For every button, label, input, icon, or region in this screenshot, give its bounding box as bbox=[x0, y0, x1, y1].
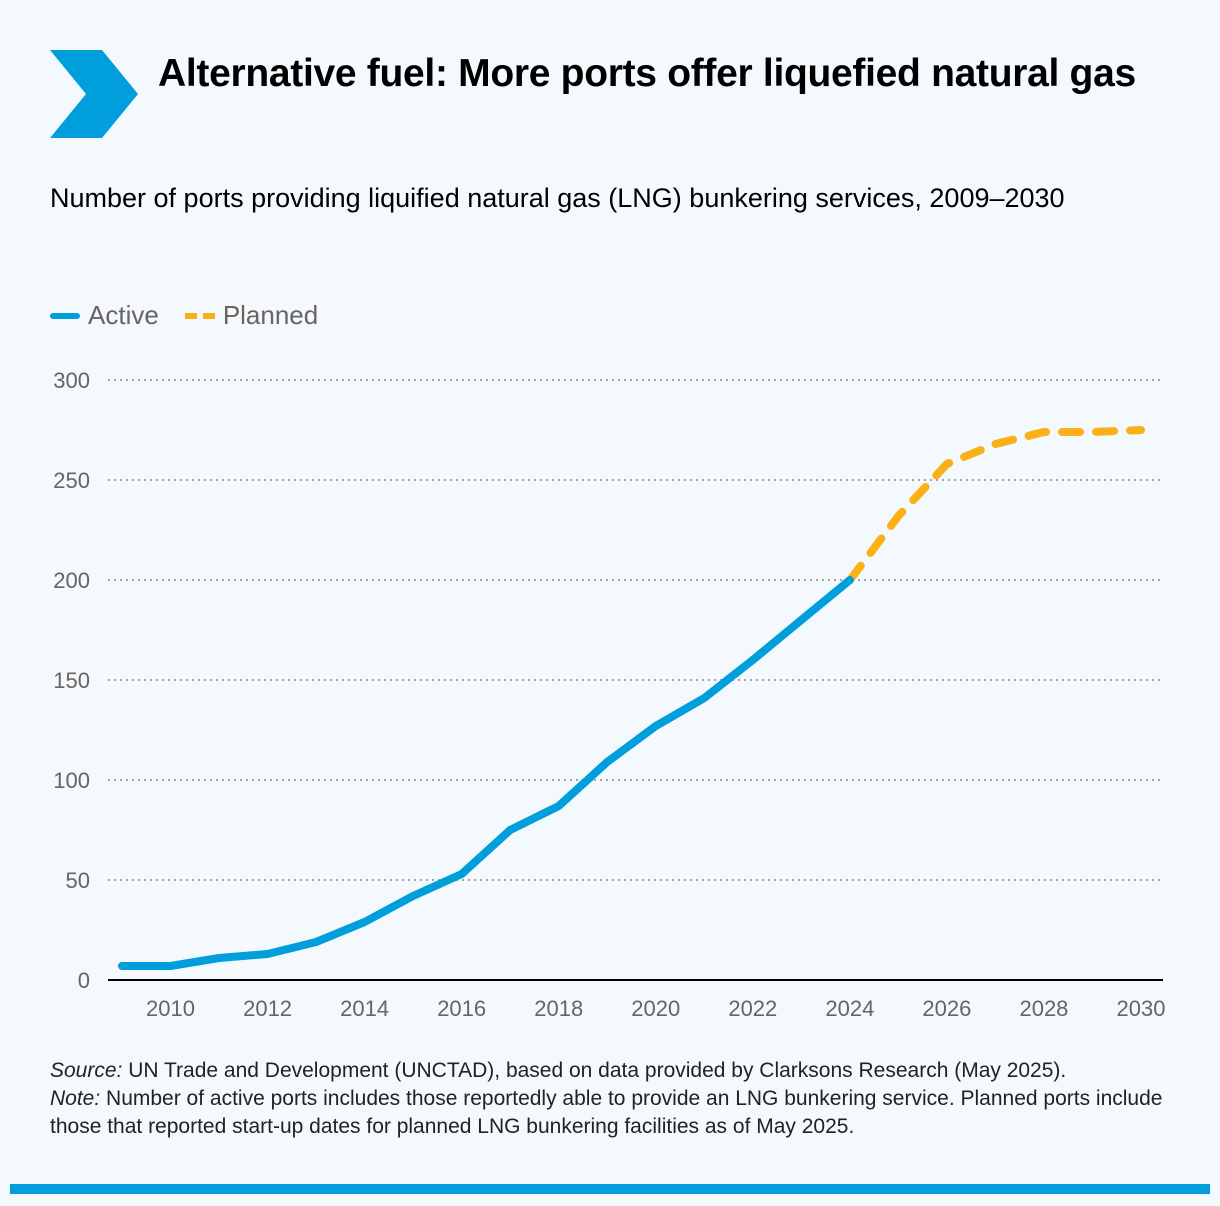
y-tick-label: 100 bbox=[53, 768, 90, 793]
x-tick-label: 2030 bbox=[1117, 996, 1166, 1021]
chevron-logo-icon bbox=[50, 50, 138, 138]
x-tick-label: 2014 bbox=[340, 996, 389, 1021]
x-tick-label: 2018 bbox=[534, 996, 583, 1021]
chart-title: Alternative fuel: More ports offer lique… bbox=[158, 52, 1136, 95]
x-tick-label: 2016 bbox=[437, 996, 486, 1021]
legend-label-planned: Planned bbox=[222, 300, 319, 330]
legend-item-planned: Planned bbox=[184, 300, 319, 331]
bottom-accent-bar bbox=[10, 1184, 1210, 1194]
x-tick-label: 2012 bbox=[243, 996, 292, 1021]
y-tick-label: 0 bbox=[78, 968, 90, 993]
series-line-active bbox=[118, 576, 854, 970]
y-tick-label: 250 bbox=[53, 468, 90, 493]
note-text: Number of active ports includes those re… bbox=[50, 1087, 1163, 1138]
y-tick-label: 300 bbox=[53, 368, 90, 393]
chart-subtitle: Number of ports providing liquified natu… bbox=[50, 183, 1065, 213]
y-tick-label: 50 bbox=[66, 868, 90, 893]
legend-swatch-active bbox=[50, 312, 80, 319]
x-tick-label: 2022 bbox=[728, 996, 777, 1021]
line-chart: 0 50 100 150 200 250 300 2010 2012 2014 2016 2018 20… bbox=[53, 368, 1166, 1021]
x-tick-label: 2028 bbox=[1019, 996, 1068, 1021]
x-tick-label: 2024 bbox=[825, 996, 874, 1021]
x-tick-label: 2026 bbox=[922, 996, 971, 1021]
x-tick-label: 2010 bbox=[146, 996, 195, 1021]
legend-label-active: Active bbox=[88, 300, 159, 330]
y-tick-label: 150 bbox=[53, 668, 90, 693]
note-label: Note: bbox=[50, 1087, 101, 1110]
source-text: UN Trade and Development (UNCTAD), based… bbox=[122, 1059, 1067, 1082]
series-line-planned bbox=[845, 426, 1145, 584]
chart-notes: Source: UN Trade and Development (UNCTAD… bbox=[50, 1057, 1180, 1141]
source-label: Source: bbox=[50, 1059, 123, 1082]
legend-swatch-planned bbox=[184, 312, 215, 319]
legend-item-active: Active bbox=[50, 300, 159, 331]
x-tick-label: 2020 bbox=[631, 996, 680, 1021]
y-tick-label: 200 bbox=[53, 568, 90, 593]
legend: Active Planned bbox=[50, 300, 344, 331]
